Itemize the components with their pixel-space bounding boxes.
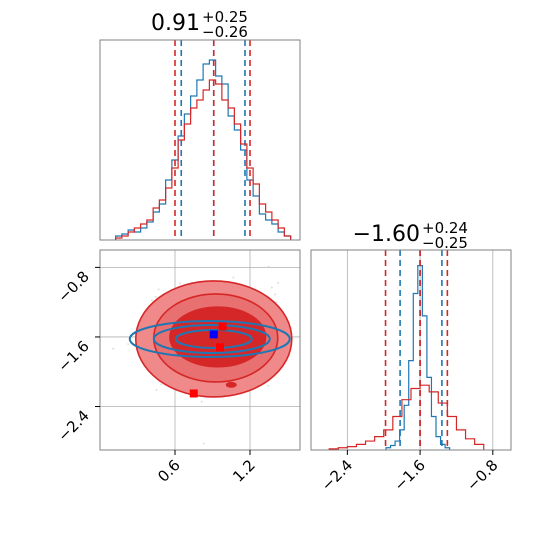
sample-point <box>270 286 273 289</box>
hist-red <box>328 384 485 450</box>
panel-bottom-right <box>310 249 512 451</box>
sample-point <box>200 400 203 403</box>
title-param1-sub: −0.26 <box>202 23 248 41</box>
marker-marker_blue <box>209 330 218 339</box>
marker-marker_red <box>216 343 224 352</box>
x-tick-label: −0.8 <box>463 456 501 494</box>
panel-bottom-left <box>99 249 331 451</box>
sample-point <box>274 293 276 296</box>
hist-red <box>115 79 292 240</box>
x-tick-label: 1.2 <box>229 456 259 486</box>
title-param2-sub: −0.25 <box>422 234 468 252</box>
sample-point <box>157 288 160 291</box>
sample-point <box>232 276 235 279</box>
x-tick-label: 0.6 <box>154 456 184 486</box>
title-param1-sup: +0.25 <box>202 8 248 26</box>
marker-marker_red <box>218 322 227 331</box>
title-param2-sup: +0.24 <box>422 219 468 237</box>
y-tick-label: −1.6 <box>54 337 92 375</box>
sample-point <box>329 336 331 338</box>
hist-blue <box>385 264 451 450</box>
title-param2: −1.60 <box>353 222 420 247</box>
sample-point <box>154 295 157 298</box>
sample-point <box>277 282 279 284</box>
sample-point <box>202 442 205 445</box>
sample-point <box>267 265 270 268</box>
sample-point <box>127 343 130 345</box>
x-tick-label: −2.4 <box>318 456 356 494</box>
sample-point <box>155 389 158 391</box>
x-tick-label: −1.6 <box>390 456 428 494</box>
contour-blue-mid <box>152 323 271 354</box>
marker-marker_red <box>189 389 198 398</box>
contour-blue-outer <box>128 319 291 358</box>
y-tick-label: −0.8 <box>54 267 92 305</box>
panel-top-left <box>99 39 301 241</box>
contour-blue-inner <box>174 328 253 349</box>
sample-point <box>112 347 115 350</box>
contour-red-blob <box>225 381 237 388</box>
sample-point <box>160 383 163 386</box>
title-param1: 0.91 <box>151 11 200 36</box>
sample-point <box>267 384 270 387</box>
hist-blue <box>115 59 292 240</box>
sample-point <box>151 299 153 302</box>
y-tick-label: −2.4 <box>54 407 92 445</box>
sample-point <box>179 282 181 285</box>
